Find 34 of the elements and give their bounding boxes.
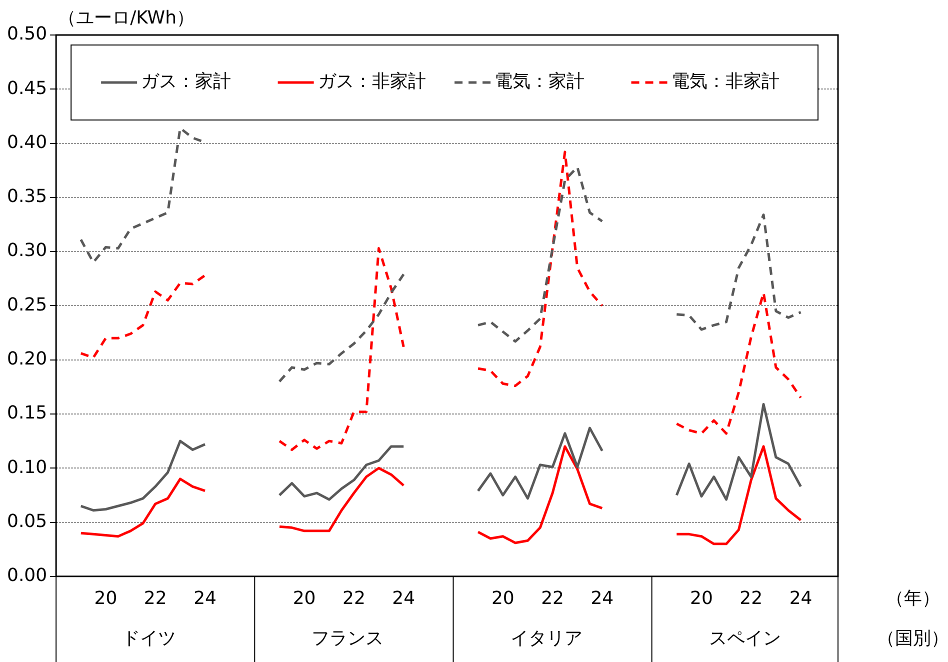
legend-label: ガス：家計 — [141, 71, 232, 92]
x-tick-label: 24 — [590, 588, 614, 609]
text: イタリア — [510, 628, 582, 650]
x-tick-label: 22 — [342, 588, 366, 609]
y-tick-label: 0.05 — [7, 510, 48, 532]
text: （年） — [886, 588, 940, 610]
y-tick-label: 0.50 — [7, 24, 48, 45]
x-tick-label: 20 — [491, 588, 514, 609]
legend-label: ガス：非家計 — [318, 71, 426, 92]
y-tick-label: 0.30 — [7, 240, 48, 262]
y-tick-label: 0.35 — [7, 186, 48, 208]
text: スペイン — [708, 628, 781, 650]
y-tick-label: 0.20 — [7, 348, 48, 370]
text: ドイツ — [122, 628, 176, 650]
y-tick-label: 0.10 — [7, 456, 48, 478]
y-tick-label: 0.15 — [7, 402, 48, 424]
legend-label: 電気：家計 — [494, 71, 585, 92]
x-tick-label: 22 — [144, 588, 167, 609]
y-tick-label: 0.40 — [7, 132, 48, 153]
y-tick-label: 0.45 — [7, 78, 48, 99]
x-tick-label: 20 — [690, 588, 713, 609]
x-tick-label: 24 — [194, 588, 216, 609]
x-tick-label: 20 — [292, 588, 316, 609]
x-tick-label: 22 — [740, 588, 763, 609]
x-tick-label: 22 — [541, 588, 564, 609]
text: （国別） — [877, 628, 948, 650]
y-axis-title: （ユーロ/KWh） — [58, 8, 195, 29]
y-tick-label: 0.25 — [7, 294, 48, 316]
x-tick-label: 24 — [392, 588, 416, 609]
text: フランス — [312, 628, 384, 650]
legend-label: 電気：非家計 — [671, 71, 780, 92]
y-tick-label: 0.00 — [7, 565, 48, 586]
x-tick-label: 24 — [789, 588, 812, 609]
x-tick-label: 20 — [94, 588, 118, 609]
